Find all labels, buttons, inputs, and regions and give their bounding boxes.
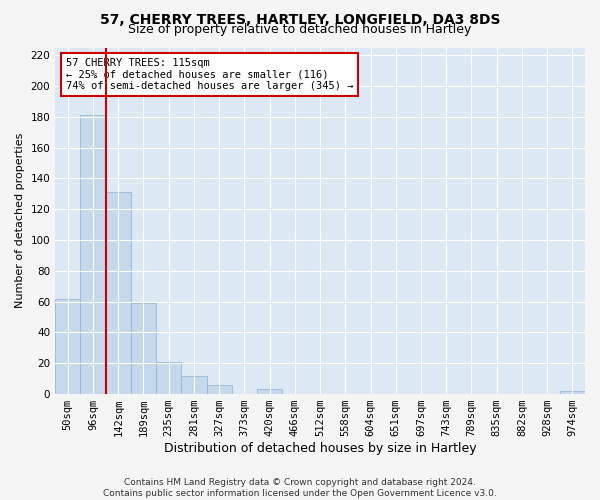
Bar — [560, 391, 585, 394]
Text: 57 CHERRY TREES: 115sqm
← 25% of detached houses are smaller (116)
74% of semi-d: 57 CHERRY TREES: 115sqm ← 25% of detache… — [66, 58, 353, 91]
Bar — [156, 362, 181, 394]
Text: Contains HM Land Registry data © Crown copyright and database right 2024.
Contai: Contains HM Land Registry data © Crown c… — [103, 478, 497, 498]
X-axis label: Distribution of detached houses by size in Hartley: Distribution of detached houses by size … — [164, 442, 476, 455]
Bar — [131, 303, 156, 394]
Bar — [181, 376, 206, 394]
Bar — [55, 298, 80, 394]
Text: Size of property relative to detached houses in Hartley: Size of property relative to detached ho… — [128, 24, 472, 36]
Bar — [106, 192, 131, 394]
Bar — [206, 385, 232, 394]
Bar — [257, 390, 282, 394]
Text: 57, CHERRY TREES, HARTLEY, LONGFIELD, DA3 8DS: 57, CHERRY TREES, HARTLEY, LONGFIELD, DA… — [100, 12, 500, 26]
Bar — [80, 116, 106, 394]
Y-axis label: Number of detached properties: Number of detached properties — [15, 133, 25, 308]
